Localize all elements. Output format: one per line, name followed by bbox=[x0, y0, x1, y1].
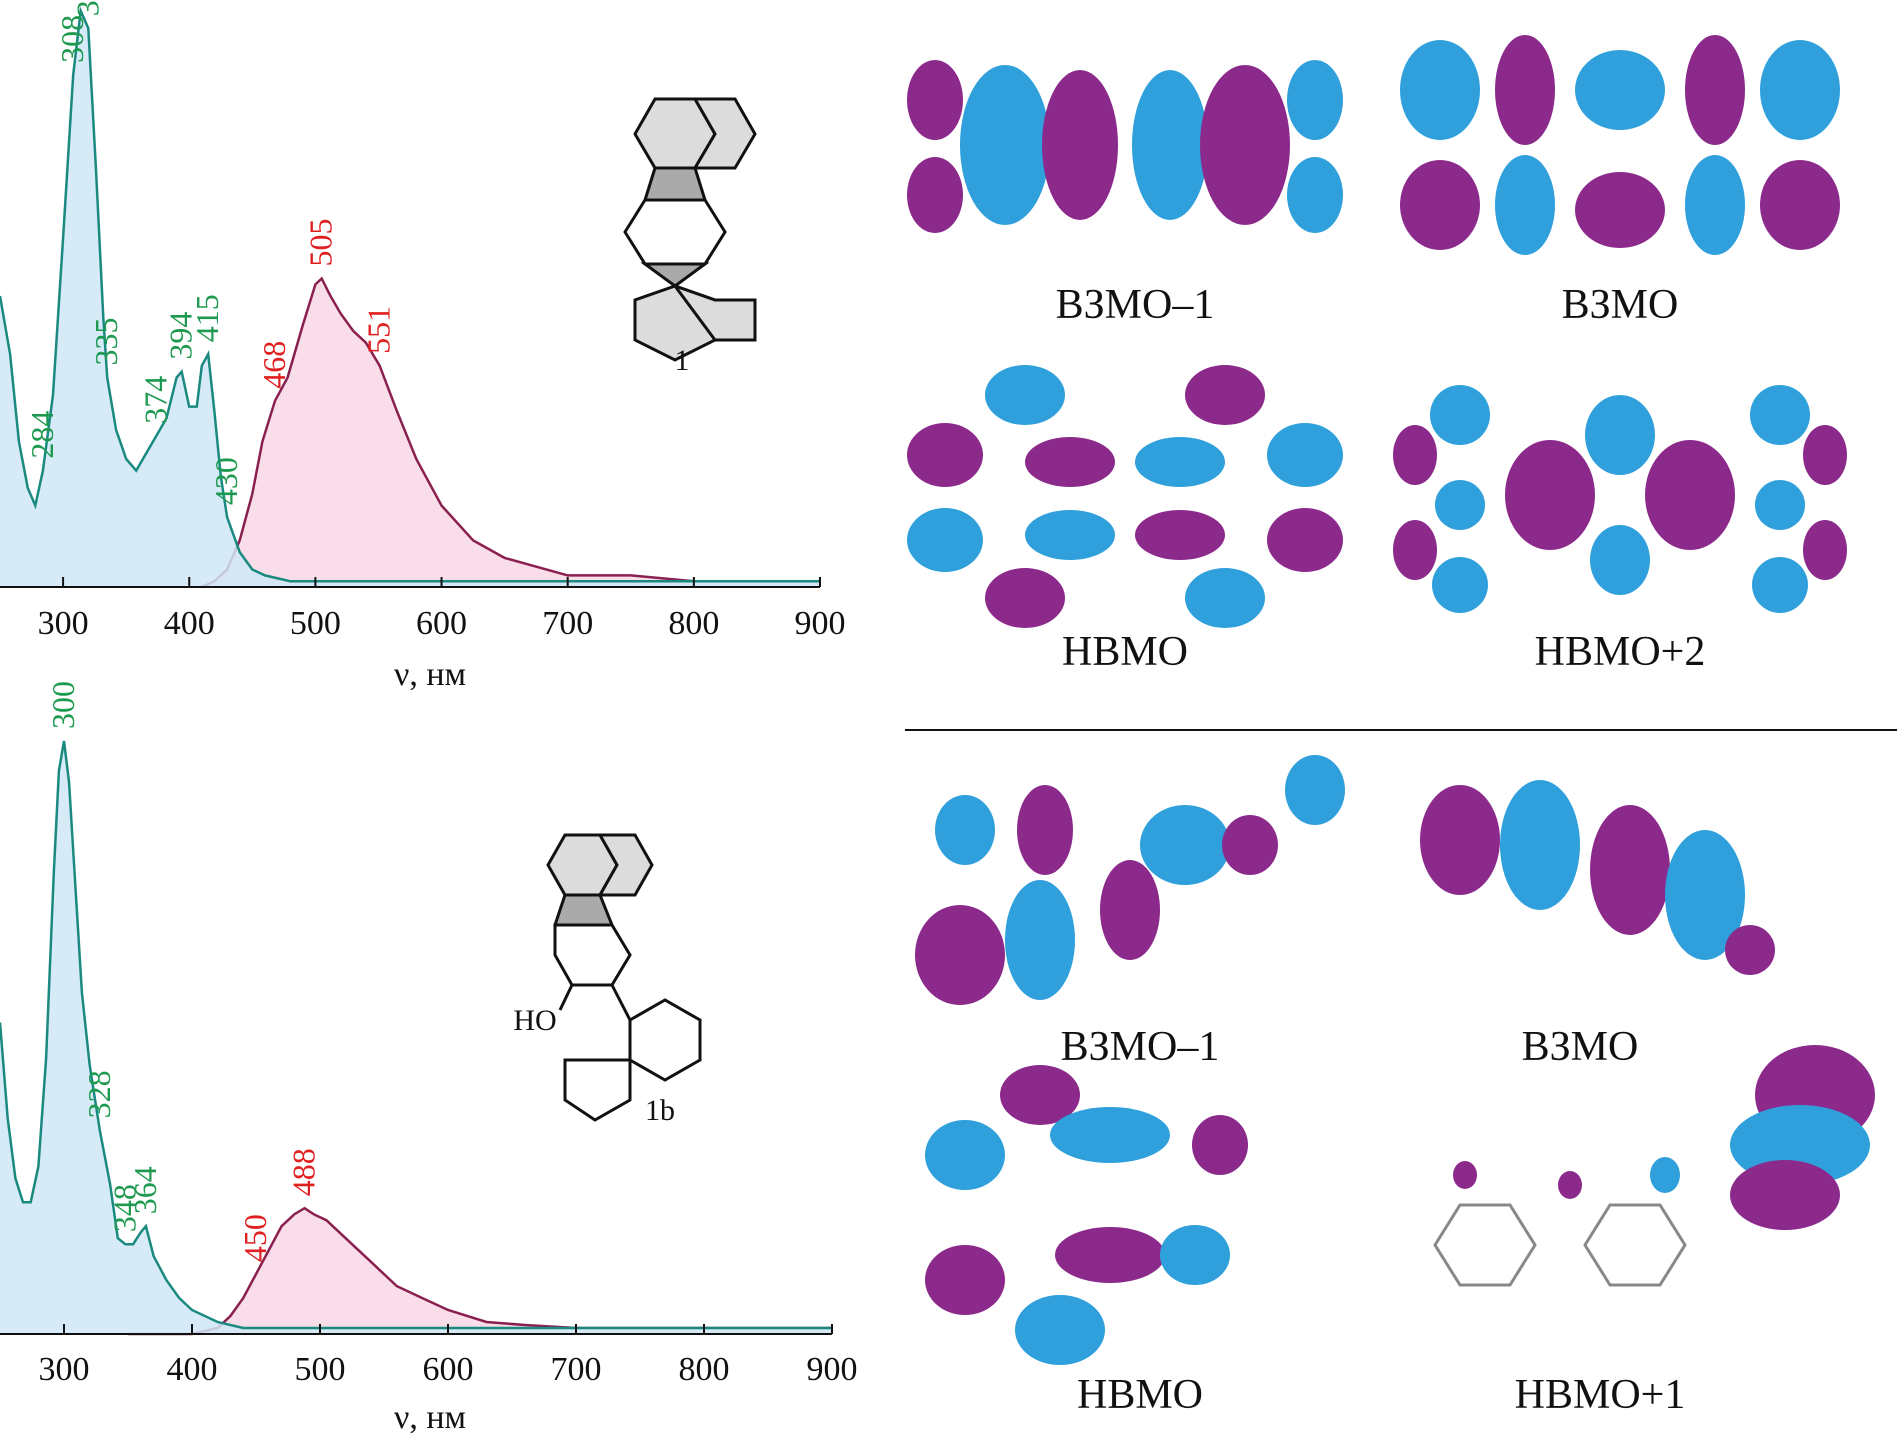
orbital-label-lumo2-top: НВМО+2 bbox=[1535, 629, 1706, 675]
orbital-image-homo-1-top bbox=[907, 60, 1343, 233]
peak-label: 488 bbox=[286, 1148, 322, 1196]
orbital-label-homo-top: ВЗМО bbox=[1562, 282, 1679, 328]
orbital-image-lumo-top bbox=[907, 365, 1343, 628]
spectrum-chart-1: 300 400 500 600 700 800 900 284 308320 335 374 394… bbox=[0, 0, 846, 693]
x-tick-label: 600 bbox=[423, 1351, 474, 1388]
orbital-panel-top: ВЗМО–1 ВЗМО НВМО НВМО+2 bbox=[907, 35, 1847, 675]
peak-label: 394 bbox=[163, 312, 199, 360]
x-tick-label: 900 bbox=[807, 1351, 858, 1388]
orbital-image-lumo-bottom bbox=[925, 1065, 1248, 1365]
orbital-label-homo-1-top: ВЗМО–1 bbox=[1056, 282, 1215, 328]
x-tick-label: 700 bbox=[551, 1351, 602, 1388]
x-tick-label: 500 bbox=[290, 605, 341, 642]
peak-label: 430 bbox=[208, 457, 244, 505]
peak-label: 320 bbox=[69, 0, 105, 16]
x-tick-label: 300 bbox=[38, 605, 89, 642]
x-axis: 300 400 500 600 700 800 900 bbox=[0, 1324, 858, 1388]
x-axis-title: ν, нм bbox=[394, 1399, 466, 1436]
peak-label: 374 bbox=[137, 376, 173, 424]
structure-compound-1 bbox=[623, 97, 757, 362]
orbital-image-homo-1-bottom bbox=[915, 755, 1345, 1005]
x-tick-label: 400 bbox=[164, 605, 215, 642]
structure-compound-1b bbox=[546, 833, 702, 1122]
orbital-label-homo-bottom: ВЗМО bbox=[1522, 1024, 1639, 1070]
series-area-1 bbox=[128, 1208, 832, 1334]
x-tick-label: 600 bbox=[416, 605, 467, 642]
orbital-image-lumo1-bottom bbox=[1433, 1045, 1875, 1287]
orbital-label-lumo1-bottom: НВМО+1 bbox=[1515, 1372, 1686, 1418]
x-tick-label: 800 bbox=[668, 605, 719, 642]
peak-label: 415 bbox=[189, 294, 225, 342]
peak-label: 468 bbox=[256, 341, 292, 389]
compound-label-1b: 1b bbox=[645, 1094, 675, 1127]
peak-label: 450 bbox=[237, 1214, 273, 1262]
x-tick-label: 800 bbox=[679, 1351, 730, 1388]
series-layer bbox=[0, 6, 821, 589]
series-area-1 bbox=[201, 278, 821, 587]
series-layer bbox=[0, 740, 832, 1336]
peak-label: 364 bbox=[127, 1166, 163, 1214]
series-area-0 bbox=[0, 10, 820, 588]
peak-label: 505 bbox=[303, 219, 339, 267]
orbital-label-homo-1-bottom: ВЗМО–1 bbox=[1061, 1024, 1220, 1070]
x-axis: 300 400 500 600 700 800 900 bbox=[0, 577, 846, 642]
peak-label: 551 bbox=[361, 306, 397, 354]
peak-label: 328 bbox=[81, 1070, 117, 1118]
series-area-0 bbox=[0, 741, 832, 1334]
orbital-image-lumo2-top bbox=[1393, 385, 1847, 613]
peak-label: 300 bbox=[45, 681, 81, 729]
orbital-image-homo-top bbox=[1400, 35, 1840, 255]
series-line-1 bbox=[201, 276, 820, 589]
peak-label: 284 bbox=[24, 411, 60, 459]
series-line-1 bbox=[128, 1206, 832, 1336]
x-tick-label: 900 bbox=[795, 605, 846, 642]
series-line-0 bbox=[0, 6, 820, 583]
x-axis-title: ν, нм bbox=[394, 656, 466, 693]
x-tick-label: 400 bbox=[167, 1351, 218, 1388]
peak-label: 308 bbox=[54, 15, 90, 63]
compound-label-1: 1 bbox=[675, 344, 690, 377]
orbital-panel-bottom: ВЗМО–1 ВЗМО НВМО НВМО+1 bbox=[915, 755, 1875, 1418]
peak-label: 335 bbox=[88, 317, 124, 365]
x-tick-label: 700 bbox=[542, 605, 593, 642]
orbital-label-lumo-bottom: НВМО bbox=[1077, 1372, 1203, 1418]
orbital-label-lumo-top: НВМО bbox=[1062, 629, 1188, 675]
series-line-0 bbox=[0, 740, 832, 1330]
peak-label: 348 bbox=[106, 1184, 142, 1232]
orbital-image-homo-bottom bbox=[1420, 780, 1775, 975]
ho-label: HO bbox=[513, 1004, 556, 1037]
x-tick-label: 500 bbox=[295, 1351, 346, 1388]
x-tick-label: 300 bbox=[39, 1351, 90, 1388]
